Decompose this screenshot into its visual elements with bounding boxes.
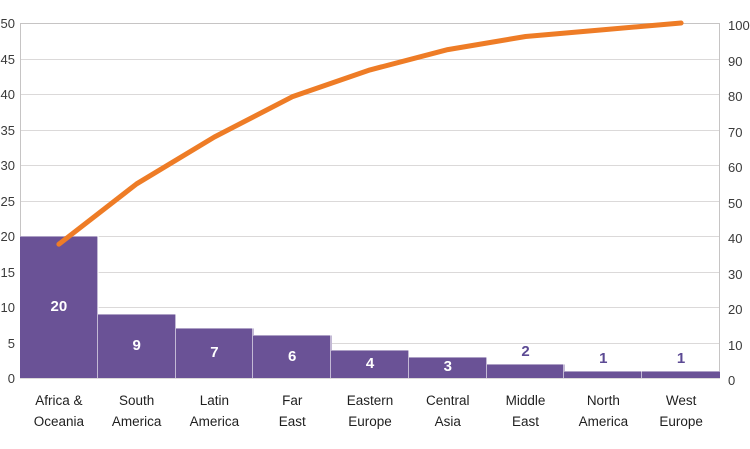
- y-axis-left-tick: 15: [0, 264, 15, 280]
- y-axis-left-tick: 45: [0, 51, 15, 67]
- y-axis-right-tick: 60: [728, 160, 743, 175]
- bar-latin-america: [175, 328, 254, 378]
- category-label-africa-oceania: Africa & Oceania: [14, 390, 104, 432]
- bar-west-europe: [642, 370, 721, 378]
- gridline: [20, 165, 720, 166]
- gridline: [20, 59, 720, 60]
- y-axis-right-tick: 40: [728, 231, 743, 246]
- cumulative-line: [56, 20, 684, 247]
- y-axis-right-tick: 20: [728, 302, 743, 317]
- category-label-south-america: South America: [92, 390, 182, 432]
- y-axis-right-tick: 30: [728, 266, 743, 282]
- category-label-line: East: [278, 414, 306, 429]
- y-axis-right-tick: 50: [728, 195, 743, 211]
- y-axis-right-tick: 10: [728, 337, 743, 353]
- category-label-line: Middle: [505, 393, 546, 408]
- y-axis-left-tick: 5: [7, 335, 15, 351]
- category-label-line: Far: [282, 393, 303, 408]
- category-label-central-asia: Central Asia: [403, 390, 493, 432]
- gridline: [20, 94, 720, 95]
- category-label-line: Asia: [434, 414, 461, 429]
- category-label-line: East: [512, 414, 540, 429]
- y-axis-left-tick: 25: [0, 193, 15, 209]
- gridline: [20, 236, 720, 237]
- category-label-line: Africa &: [35, 393, 83, 408]
- category-label-line: America: [189, 414, 240, 429]
- gridline: [20, 130, 720, 131]
- y-axis-left-tick: 50: [0, 16, 15, 31]
- category-label-line: Central: [425, 393, 470, 408]
- category-label-eastern-europe: Eastern Europe: [325, 390, 415, 432]
- bar-eastern-europe: [331, 349, 410, 378]
- category-label-line: Eastern: [346, 393, 394, 408]
- category-label-line: Europe: [659, 414, 703, 429]
- y-axis-left-tick: 35: [0, 122, 15, 138]
- gridline: [20, 378, 720, 379]
- y-axis-right-tick: 80: [728, 89, 743, 104]
- category-label-north-america: North America: [558, 390, 648, 432]
- category-label-line: South: [119, 393, 155, 408]
- category-label-latin-america: Latin America: [170, 390, 260, 432]
- y-axis-left-tick: 30: [0, 158, 15, 173]
- category-label-line: America: [111, 414, 162, 429]
- category-label-line: Europe: [348, 414, 392, 429]
- y-axis-left-tick: 20: [0, 229, 15, 244]
- bar-south-america: [97, 314, 177, 378]
- y-axis-right-tick: 90: [728, 53, 743, 69]
- bar-value-label: 2: [521, 342, 530, 360]
- bar-north-america: [564, 370, 643, 378]
- bar-value-label: 1: [676, 349, 686, 367]
- category-label-line: West: [665, 393, 697, 408]
- y-axis-right-tick: 70: [728, 124, 743, 140]
- y-axis-left-tick: 10: [0, 300, 15, 315]
- y-axis-left-tick: 0: [7, 371, 15, 386]
- gridline: [20, 23, 720, 24]
- category-label-far-east: Far East: [247, 390, 337, 432]
- gridline: [20, 307, 720, 308]
- bar-central-asia: [408, 356, 488, 378]
- y-axis-right-tick: 0: [728, 373, 736, 388]
- category-label-line: Oceania: [33, 414, 85, 429]
- bar-value-label: 1: [599, 349, 608, 367]
- category-label-line: Latin: [199, 393, 230, 408]
- category-label-line: America: [578, 414, 629, 429]
- bar-middle-east: [486, 363, 565, 378]
- y-axis-right-tick: 100: [728, 18, 750, 33]
- gridline: [20, 272, 720, 273]
- bar-far-east: [253, 335, 332, 378]
- category-label-west-europe: West Europe: [636, 390, 726, 432]
- gridline: [20, 201, 720, 202]
- category-label-middle-east: Middle East: [481, 390, 571, 432]
- category-label-line: North: [586, 393, 620, 408]
- bar-africa-oceania: [20, 236, 99, 378]
- y-axis-left-tick: 40: [0, 87, 15, 102]
